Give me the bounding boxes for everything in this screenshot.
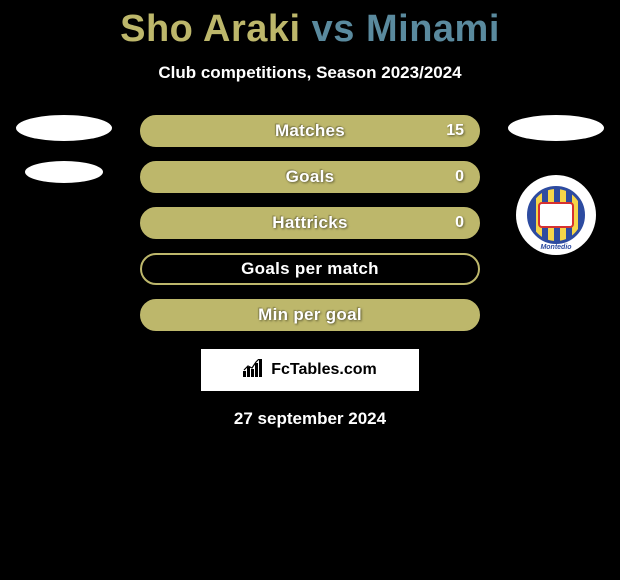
stat-value: 0: [455, 168, 464, 186]
stat-bars: Matches 15 Goals 0 Hattricks 0 Goals per…: [140, 115, 480, 331]
subtitle: Club competitions, Season 2023/2024: [0, 63, 620, 83]
stat-label: Goals: [286, 167, 335, 187]
stat-bar-goals-per-match: Goals per match: [140, 253, 480, 285]
player2-club-crest: Montedio: [516, 175, 596, 255]
crest-label: Montedio: [516, 244, 596, 251]
right-player-badges: Montedio: [506, 115, 606, 255]
left-player-badges: [14, 115, 114, 183]
stat-label: Min per goal: [258, 305, 362, 325]
player1-name: Sho Araki: [120, 8, 300, 50]
stat-value: 0: [455, 214, 464, 232]
crest-stripes: [527, 186, 585, 244]
stat-bar-goals: Goals 0: [140, 161, 480, 193]
stat-bar-min-per-goal: Min per goal: [140, 299, 480, 331]
player2-name: Minami: [366, 8, 500, 50]
stat-label: Goals per match: [241, 259, 379, 279]
bar-chart-icon: [243, 359, 265, 382]
attribution-text: FcTables.com: [271, 361, 377, 379]
comparison-content: Montedio Matches 15 Goals 0 Hattricks 0 …: [0, 115, 620, 429]
vs-separator: vs: [312, 8, 355, 50]
stat-label: Hattricks: [272, 213, 347, 233]
crest-emblem: [538, 202, 574, 228]
stat-label: Matches: [275, 121, 345, 141]
stat-bar-matches: Matches 15: [140, 115, 480, 147]
attribution-banner: FcTables.com: [201, 349, 419, 391]
player1-badge-placeholder: [16, 115, 112, 141]
stat-value: 15: [446, 122, 464, 140]
page-title: Sho Araki vs Minami: [0, 0, 620, 51]
date-label: 27 september 2024: [0, 409, 620, 429]
stat-bar-hattricks: Hattricks 0: [140, 207, 480, 239]
player1-club-placeholder: [25, 161, 103, 183]
player2-badge-placeholder: [508, 115, 604, 141]
